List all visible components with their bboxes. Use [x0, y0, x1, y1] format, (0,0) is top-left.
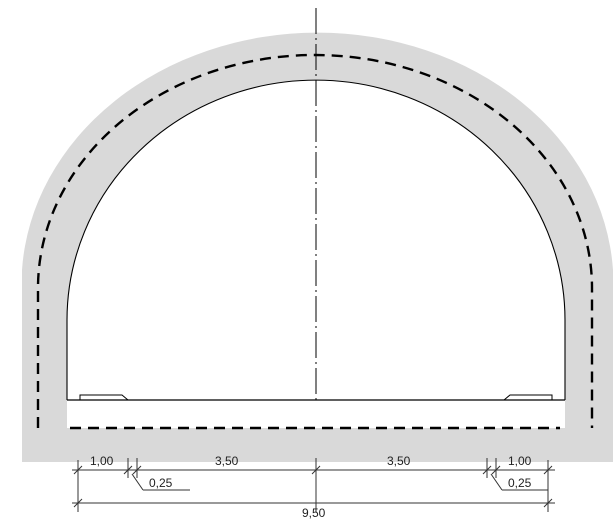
dashed-boundary-line — [36, 53, 594, 428]
dim-left-shoulder: 1,00 — [90, 454, 114, 468]
road-slab — [67, 400, 565, 428]
right-curb — [503, 394, 553, 401]
dim-right-curb: 0,25 — [508, 476, 532, 490]
dim-left-lane: 3,50 — [215, 454, 239, 468]
dim-right-shoulder: 1,00 — [508, 454, 532, 468]
dim-right-lane: 3,50 — [387, 454, 411, 468]
dim-left-curb: 0,25 — [149, 476, 173, 490]
dimension-chain — [72, 458, 555, 512]
left-curb — [79, 394, 129, 401]
dim-total-width: 9,50 — [302, 506, 326, 520]
